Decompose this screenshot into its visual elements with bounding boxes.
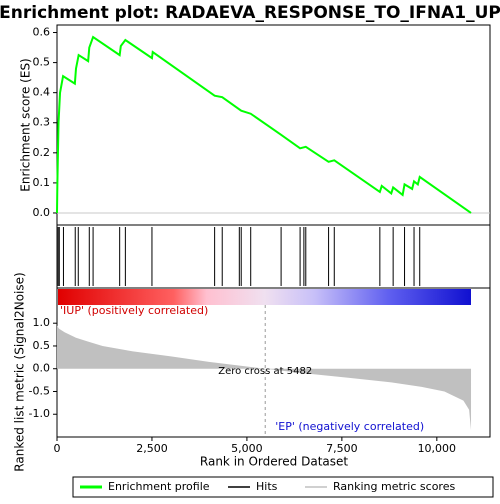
legend-label: Hits [256,480,278,493]
y-tick-label: 0.3 [33,116,51,129]
y-tick-label: -0.5 [29,384,50,397]
y-tick-label: 0.5 [33,339,51,352]
y-tick-label: 0.0 [33,206,51,219]
legend-label: Ranking metric scores [333,480,455,493]
y-tick-label: 1.0 [33,316,51,329]
x-axis-label: Rank in Ordered Dataset [200,455,348,469]
metric-area [57,325,472,431]
x-tick-label: 10,000 [418,442,457,455]
x-tick-label: 5,000 [231,442,263,455]
color-bar [58,289,471,305]
x-tick-label: 7,500 [326,442,358,455]
y-tick-label: 0.4 [33,86,51,99]
legend [72,476,494,498]
annotation: 'EP' (negatively correlated) [275,420,424,433]
annotation: 'IUP' (positively correlated) [60,304,208,317]
chart-title: Enrichment plot: RADAEVA_RESPONSE_TO_IFN… [0,3,500,23]
y-tick-label: 0.6 [33,26,51,39]
x-tick-label: 2,500 [136,442,168,455]
y-tick-label: -1.0 [29,407,50,420]
y-axis-label: Ranked list metric (Signal2Noise) [13,272,27,471]
y-tick-label: 0.2 [33,146,51,159]
y-tick-label: 0.1 [33,176,51,189]
y-axis-label: Enrichment score (ES) [19,58,33,191]
x-tick-label: 0 [54,442,61,455]
y-tick-label: 0.5 [33,56,51,69]
es-line [56,35,472,214]
annotation: Zero cross at 5482 [218,366,312,377]
legend-label: Enrichment profile [108,480,210,493]
y-tick-label: 0.0 [33,362,51,375]
